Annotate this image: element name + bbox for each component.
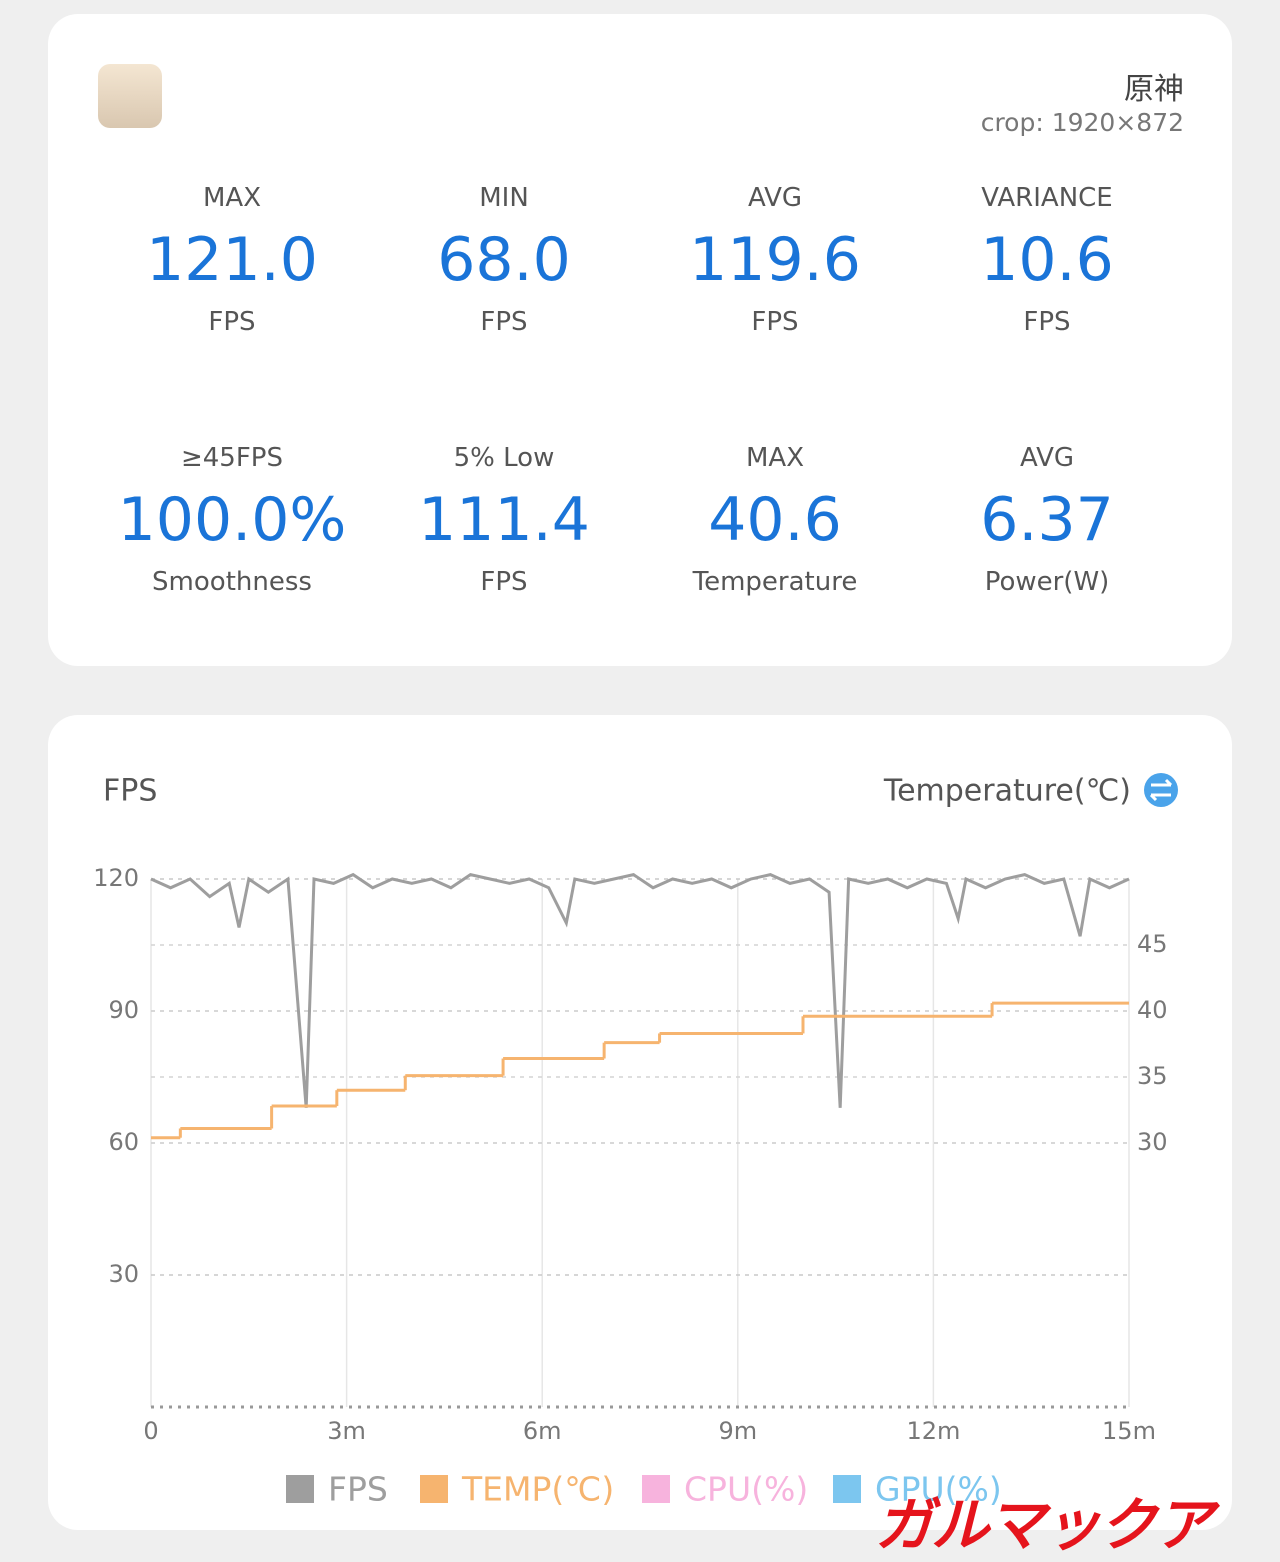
y-tick-label: 30 — [108, 1260, 139, 1288]
summary-card: 原神 crop: 1920×872 MAX 121.0 FPS MIN 68.0 FPS A… — [48, 14, 1232, 666]
stat-value: 40.6 — [708, 485, 842, 555]
stat-unit: Temperature — [692, 567, 858, 597]
watermark: ガルマックア — [875, 1491, 1213, 1559]
stat-label: AVG — [747, 183, 803, 213]
stat: AVG 119.6 FPS — [645, 178, 905, 342]
stat-value: 10.6 — [980, 225, 1114, 295]
app-title: 原神 — [1124, 72, 1184, 107]
stat-label: MAX — [745, 443, 805, 473]
y2-tick-label: 40 — [1137, 996, 1168, 1024]
legend-label: CPU(%) — [684, 1470, 808, 1509]
stat-label: AVG — [1019, 443, 1075, 473]
x-tick-label: 9m — [718, 1417, 757, 1445]
stat-value: 119.6 — [689, 225, 861, 295]
stat: MAX 121.0 FPS — [102, 178, 362, 342]
stat-value: 68.0 — [437, 225, 571, 295]
chart-card: FPS Temperature(℃) 0 3m 6m 9m 12m 15m 30 60 90 12… — [48, 715, 1232, 1530]
stat-label: ≥45FPS — [180, 443, 283, 473]
switch-icon[interactable] — [1144, 773, 1178, 807]
stat-unit: Smoothness — [152, 567, 312, 597]
y-tick-label: 60 — [108, 1128, 139, 1156]
stat-unit: FPS — [208, 307, 256, 337]
legend-swatch — [286, 1475, 314, 1503]
stat-unit: FPS — [1023, 307, 1071, 337]
legend-label: FPS — [328, 1470, 388, 1509]
x-tick-label: 3m — [327, 1417, 366, 1445]
stat-label: 5% Low — [453, 443, 555, 473]
stat: AVG 6.37 Power(W) — [917, 438, 1177, 602]
legend-swatch — [642, 1475, 670, 1503]
stat: MIN 68.0 FPS — [374, 178, 634, 342]
y-tick-label: 90 — [108, 996, 139, 1024]
y2-tick-label: 30 — [1137, 1128, 1168, 1156]
legend-label: TEMP(℃) — [461, 1470, 614, 1509]
legend-label: GPU(%) — [875, 1470, 1002, 1509]
stat-unit: FPS — [751, 307, 799, 337]
x-tick-label: 15m — [1102, 1417, 1156, 1445]
crop-info: crop: 1920×872 — [980, 108, 1184, 137]
stat-label: VARIANCE — [981, 183, 1113, 213]
x-tick-label: 12m — [906, 1417, 960, 1445]
stat-value: 6.37 — [980, 485, 1114, 555]
stat-unit: Power(W) — [984, 567, 1110, 597]
legend-swatch — [833, 1475, 861, 1503]
y-tick-label: 120 — [93, 864, 139, 892]
stat-unit: FPS — [480, 307, 528, 337]
y-axis-title: FPS — [103, 774, 157, 809]
stat: ≥45FPS 100.0% Smoothness — [102, 438, 362, 602]
x-tick-label: 6m — [523, 1417, 562, 1445]
stat-value: 100.0% — [117, 485, 347, 555]
y2-tick-label: 45 — [1137, 930, 1168, 958]
legend-swatch — [420, 1475, 448, 1503]
stat: 5% Low 111.4 FPS — [374, 438, 634, 602]
stat-label: MAX — [202, 183, 262, 213]
fps-line — [150, 872, 1130, 1108]
y2-tick-label: 35 — [1137, 1062, 1168, 1090]
stat: VARIANCE 10.6 FPS — [917, 178, 1177, 342]
stat-unit: FPS — [480, 567, 528, 597]
stat-label: MIN — [479, 183, 529, 213]
stat: MAX 40.6 Temperature — [645, 438, 905, 602]
stat-value: 121.0 — [146, 225, 318, 295]
app-icon — [98, 64, 162, 128]
y2-axis-title: Temperature(℃) — [883, 774, 1131, 809]
x-tick-label: 0 — [143, 1417, 158, 1445]
stat-value: 111.4 — [418, 485, 590, 555]
chart: FPS Temperature(℃) 0 3m 6m 9m 12m 15m 30 60 90 12… — [93, 773, 1178, 1509]
